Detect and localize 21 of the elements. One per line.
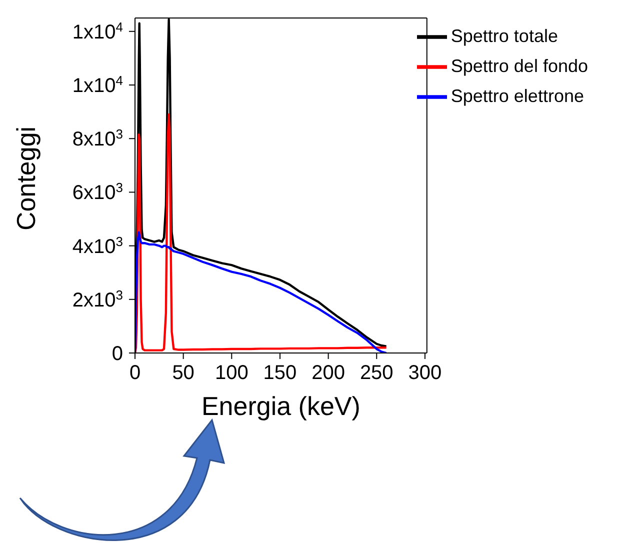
x-tick-label: 200 [312,362,345,384]
y-axis-title: Conteggi [11,126,42,230]
y-tick-label: 1x10$^{4}$ [72,72,123,97]
x-axis-title: Energia (keV) [201,391,360,421]
x-tick-label: 50 [172,362,194,384]
y-tick-label: 8x10$^{3}$ [72,126,123,151]
x-tick-label: 100 [214,362,248,384]
line-series [135,113,388,353]
y-tick-label: 6x10$^{3}$ [72,180,123,204]
line-series [135,231,388,353]
y-tick-label: 2x10$^{3}$ [72,286,123,312]
legend-label: Spettro totale [450,26,558,46]
y-tick-label: 1x10$^{4}$ [72,18,123,44]
legend-label: Spettro del fondo [450,56,588,76]
y-tick-label: 0 [112,343,123,365]
x-tick-label: 0 [129,362,141,384]
x-tick-label: 250 [360,362,394,384]
x-tick-label: 150 [263,362,297,384]
x-tick-label: 300 [408,362,442,384]
legend-label: Spettro elettrone [450,86,584,106]
y-tick-label: 4x10$^{3}$ [72,233,123,258]
